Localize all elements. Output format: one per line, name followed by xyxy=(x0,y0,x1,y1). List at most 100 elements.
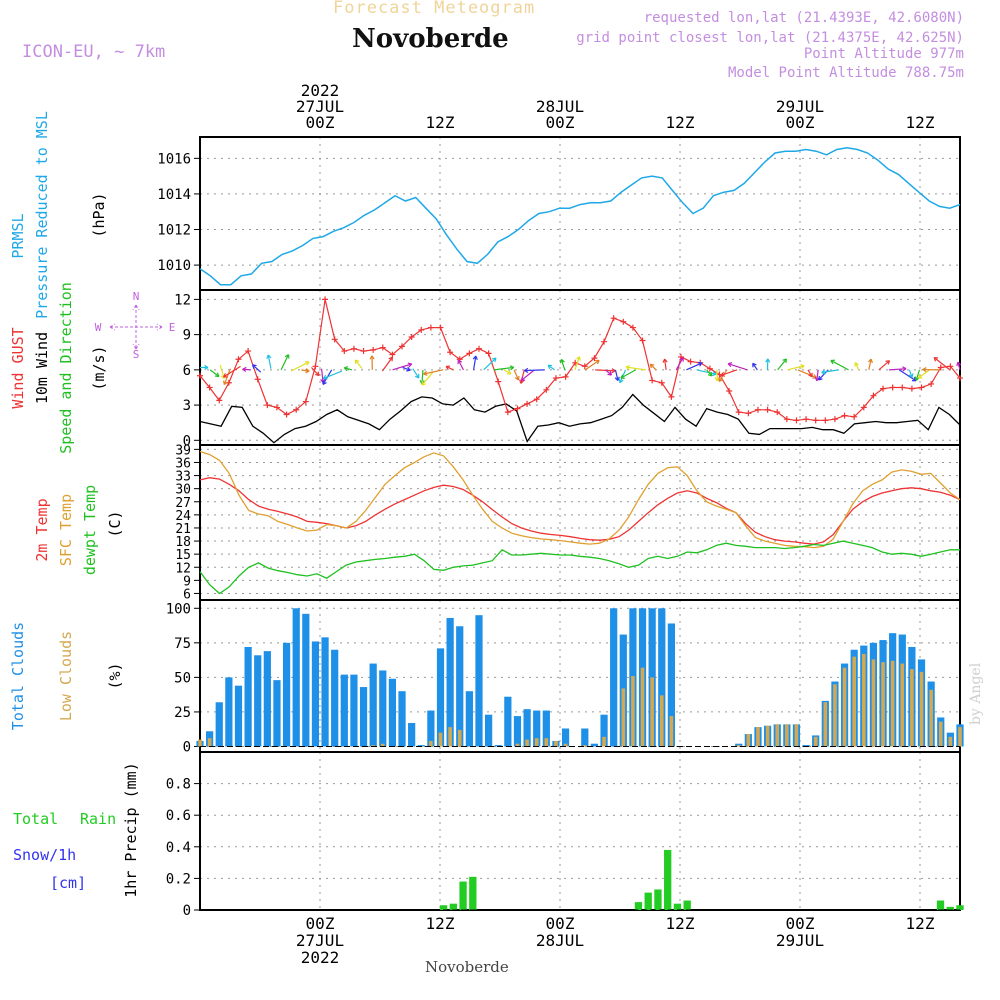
wind-gust-point xyxy=(504,409,511,416)
low-cloud-bar xyxy=(948,736,953,747)
rain-bar xyxy=(459,881,467,910)
total-cloud-bar xyxy=(475,615,483,747)
wind-direction-arrow xyxy=(280,354,290,371)
wind-ytick-label: 6 xyxy=(183,363,191,379)
total-cloud-bar xyxy=(408,722,416,747)
temperature-ytick-label: 27 xyxy=(175,496,191,511)
wind-gust-point xyxy=(803,416,810,423)
wind-direction-arrow xyxy=(493,366,514,371)
pressure-label: PRMSL xyxy=(9,213,27,258)
total-cloud-bar xyxy=(234,685,243,747)
low-cloud-bar xyxy=(669,716,674,747)
wind-gust-point xyxy=(562,373,569,380)
wind-gust-point xyxy=(908,385,915,392)
low-cloud-bar xyxy=(438,732,443,747)
time-label-top: 00Z xyxy=(786,113,815,132)
temperature-ytick-label: 30 xyxy=(175,483,191,498)
wind-direction-arrow xyxy=(301,369,310,372)
wind-direction-arrowhead xyxy=(491,357,497,363)
clouds-ytick-label: 0 xyxy=(183,739,191,755)
temperature-ytick-label: 18 xyxy=(175,535,191,550)
wind-direction-arrow xyxy=(423,369,444,375)
wind-gust-point xyxy=(899,384,906,391)
requested-coords: requested lon,lat (21.4393E, 42.6080N) xyxy=(643,10,964,26)
time-label-bottom: 27JUL xyxy=(296,931,344,950)
wind-direction-arrowhead xyxy=(354,359,360,365)
wind-gust-point xyxy=(783,416,790,423)
compass-south: S xyxy=(133,348,140,361)
wind-direction-arrow xyxy=(457,359,464,371)
wind-direction-arrow xyxy=(311,367,320,376)
total-cloud-bar xyxy=(436,648,445,747)
low-cloud-bar xyxy=(823,702,828,747)
wind-direction-arrowhead xyxy=(519,379,525,384)
total-cloud-bar xyxy=(504,696,512,747)
wind-gust-point xyxy=(312,363,319,370)
wind-direction-arrow xyxy=(473,355,477,370)
wind-ytick-label: 9 xyxy=(183,328,191,344)
temperature-ytick-label: 39 xyxy=(175,443,191,458)
wind-direction-arrow xyxy=(242,368,251,371)
total-cloud-bar xyxy=(581,728,589,747)
precip-ytick-label: 0 xyxy=(183,903,191,919)
wind-direction-arrowhead xyxy=(649,363,655,369)
low-cloud-bar xyxy=(900,663,905,747)
wind-direction-arrow xyxy=(252,364,262,373)
low-cloud-bar xyxy=(929,689,933,747)
wind-direction-arrow xyxy=(889,368,907,371)
wind-direction-arrow xyxy=(777,358,787,371)
wind-direction-arrowhead xyxy=(800,363,805,369)
total-cloud-bar xyxy=(369,663,377,747)
wind-direction-arrow xyxy=(821,369,839,374)
dewpoint-line xyxy=(199,540,960,595)
wind-ytick-label: 12 xyxy=(174,292,191,308)
clouds-ytick-label: 75 xyxy=(174,636,191,652)
temperature-ytick-label: 12 xyxy=(175,561,191,576)
rain-bar xyxy=(956,905,964,910)
temperature-ytick-label: 15 xyxy=(175,548,191,563)
wind-direction-arrowhead xyxy=(933,356,939,362)
wind-gust-point xyxy=(360,348,367,355)
time-label-bottom: 00Z xyxy=(546,914,575,933)
wind-gust-point xyxy=(197,372,203,379)
precip-ytick-label: 0.4 xyxy=(166,840,191,856)
wind-direction-arrow xyxy=(323,370,343,380)
rain-bar xyxy=(664,849,672,910)
wind-direction-arrowhead xyxy=(817,375,823,381)
temp-2m-label: 2m Temp xyxy=(33,498,51,561)
wind-direction-arrowhead xyxy=(266,354,272,359)
wind-gust-point xyxy=(668,393,675,400)
total-cloud-bar xyxy=(590,743,599,747)
wind-direction-arrowhead xyxy=(922,367,927,373)
low-clouds-label: Low Clouds xyxy=(57,631,75,721)
low-cloud-bar xyxy=(602,736,606,747)
low-cloud-bar xyxy=(756,727,760,747)
low-cloud-bar xyxy=(525,739,529,747)
wind-direction-arrowhead xyxy=(727,362,733,368)
total-cloud-bar xyxy=(379,670,387,747)
wind-direction-arrow xyxy=(649,363,657,371)
wind-direction-arrowhead xyxy=(407,362,413,368)
pressure-ytick-label: 1014 xyxy=(157,187,191,203)
snow-unit: [cm] xyxy=(50,874,86,892)
precip-frame xyxy=(199,751,961,911)
wind-direction-arrow xyxy=(584,359,600,371)
footer-location: Novoberde xyxy=(425,958,509,976)
precip-ytick-label: 0.6 xyxy=(166,808,191,824)
wind-direction-arrow xyxy=(933,357,951,371)
wind-direction-arrowhead xyxy=(662,358,668,363)
wind-direction-arrow xyxy=(321,368,324,383)
wind-speed-label: 10m Wind xyxy=(33,332,51,404)
wind-direction-arrowhead xyxy=(423,370,428,376)
low-cloud-bar xyxy=(457,729,462,747)
wind-gust-point xyxy=(822,417,829,424)
wind-direction-arrowhead xyxy=(620,374,625,379)
wind-gust-point xyxy=(937,364,944,371)
pressure-ytick-label: 1012 xyxy=(157,223,191,239)
wind-direction-arrow xyxy=(664,358,667,370)
wind-gust-point xyxy=(399,343,406,350)
compass-icon xyxy=(109,304,163,350)
total-cloud-bar xyxy=(561,728,570,747)
point-altitude: Point Altitude 977m xyxy=(803,46,964,62)
total-cloud-bar xyxy=(331,649,339,747)
